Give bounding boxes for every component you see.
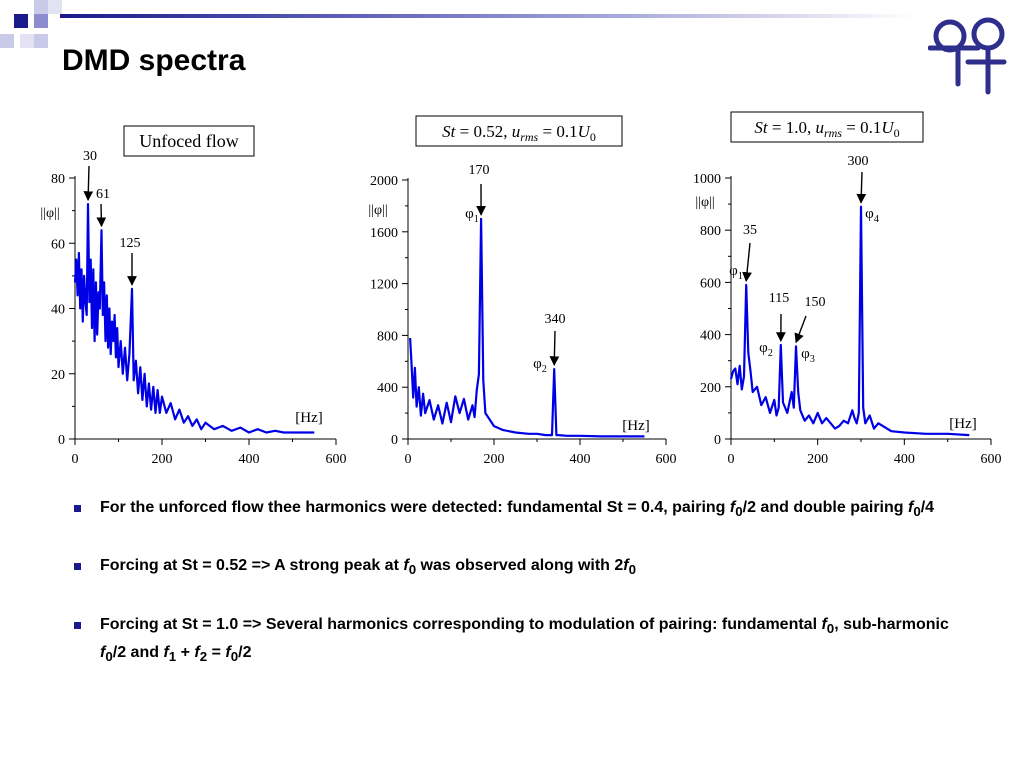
y-tick-label: 400: [377, 381, 398, 396]
y-axis-label: ||φ||: [695, 195, 714, 210]
page-title: DMD spectra: [62, 44, 246, 77]
peak-annotation: 61: [96, 187, 110, 228]
x-tick-label: 600: [326, 452, 347, 467]
peak-annotation: 115 φ2: [759, 291, 789, 359]
x-unit-label: [Hz]: [295, 410, 322, 426]
peak-frequency-label: 115: [769, 291, 789, 306]
x-tick-label: 200: [152, 452, 173, 467]
peak-frequency-label: 170: [469, 163, 490, 178]
x-tick-label: 400: [570, 452, 591, 467]
y-tick-label: 40: [51, 303, 65, 318]
mode-label: φ2: [533, 356, 547, 375]
y-tick-label: 0: [714, 433, 721, 448]
bullet-item-forcing-052: Forcing at St = 0.52 => A strong peak at…: [72, 554, 972, 581]
x-tick-label: 600: [981, 452, 1002, 467]
bullet-marker-icon: [74, 622, 81, 630]
y-tick-label: 400: [700, 329, 721, 344]
panel-label-box: [123, 125, 255, 157]
mode-label: φ1: [465, 206, 479, 225]
peak-annotation: 150 φ3: [794, 295, 826, 365]
y-axis-label: ||φ||: [40, 206, 59, 221]
panel-label: St = 0.52, urms = 0.1U0: [442, 122, 596, 144]
x-tick-label: 400: [239, 452, 260, 467]
x-unit-label: [Hz]: [622, 418, 649, 434]
peak-arrow: [96, 203, 107, 228]
y-tick-label: 1200: [370, 278, 398, 293]
x-tick-label: 0: [405, 452, 412, 467]
peak-annotation: 300 φ4: [848, 154, 879, 225]
peak-frequency-label: 300: [848, 154, 869, 169]
peak-annotation: 340 φ2: [533, 312, 565, 375]
x-tick-label: 600: [656, 452, 677, 467]
y-tick-label: 0: [58, 433, 65, 448]
peak-annotation: 170 φ1: [465, 163, 489, 225]
y-tick-label: 80: [51, 172, 65, 187]
spectrum-line: [409, 217, 645, 438]
spectrum-line: [729, 205, 970, 437]
mode-label: φ3: [801, 346, 815, 365]
bullet-item-unforced: For the unforced flow thee harmonics wer…: [72, 496, 972, 523]
y-axis-label: ||φ||: [368, 203, 387, 218]
mode-label: φ1: [729, 263, 743, 282]
panel-label-box: [415, 115, 623, 147]
y-tick-label: 1600: [370, 226, 398, 241]
peak-frequency-label: 150: [805, 295, 826, 310]
x-tick-label: 200: [807, 452, 828, 467]
panel-label-box: [730, 111, 924, 143]
x-tick-label: 400: [894, 452, 915, 467]
x-tick-label: 0: [728, 452, 735, 467]
peak-arrow: [549, 330, 560, 367]
y-tick-label: 200: [700, 381, 721, 396]
x-tick-label: 200: [484, 452, 505, 467]
header-band: [60, 14, 916, 18]
peak-frequency-label: 61: [96, 187, 110, 202]
peak-frequency-label: 30: [83, 149, 97, 164]
corner-decoration: [0, 0, 80, 66]
peak-arrow: [856, 171, 867, 204]
x-tick-label: 0: [72, 452, 79, 467]
peak-annotation: 30: [83, 149, 97, 202]
peak-frequency-label: 125: [120, 236, 141, 251]
panel-label: St = 1.0, urms = 0.1U0: [754, 118, 899, 140]
x-unit-label: [Hz]: [949, 416, 976, 432]
y-tick-label: 0: [391, 433, 398, 448]
y-tick-label: 800: [700, 224, 721, 239]
bullet-list: For the unforced flow thee harmonics wer…: [72, 496, 972, 668]
spectrum-line: [73, 202, 315, 434]
peak-annotation: 35 φ1: [729, 223, 757, 282]
y-tick-label: 20: [51, 368, 65, 383]
peak-arrow: [83, 165, 94, 202]
mode-label: φ4: [865, 206, 879, 225]
institute-logo-icon: [928, 17, 1007, 95]
chart-panel-3: 0 200 400 600 800 1000 0 200 400 600 ||φ|| [Hz] St =…: [693, 111, 1002, 467]
peak-frequency-label: 35: [743, 223, 757, 238]
y-tick-label: 600: [700, 276, 721, 291]
peak-annotation: 125: [120, 236, 141, 286]
y-tick-label: 60: [51, 237, 65, 252]
y-tick-label: 800: [377, 329, 398, 344]
y-tick-label: 1000: [693, 172, 721, 187]
chart-panel-1: 0 20 40 60 80 0 200 400 600 ||φ|| [Hz] Unfoced flow…: [40, 125, 347, 467]
panel-label: Unfoced flow: [139, 131, 238, 151]
bullet-marker-icon: [74, 505, 81, 512]
chart-panel-2: 0 400 800 1200 1600 2000 0 200 400 600 ||φ|| [Hz] St…: [368, 115, 677, 467]
peak-frequency-label: 340: [545, 312, 566, 327]
peak-arrow: [742, 242, 752, 282]
y-tick-label: 2000: [370, 174, 398, 189]
bullet-item-forcing-10: Forcing at St = 1.0 => Several harmonics…: [72, 613, 972, 667]
mode-label: φ2: [759, 340, 773, 359]
bullet-marker-icon: [74, 563, 81, 571]
peak-arrow: [794, 315, 807, 344]
